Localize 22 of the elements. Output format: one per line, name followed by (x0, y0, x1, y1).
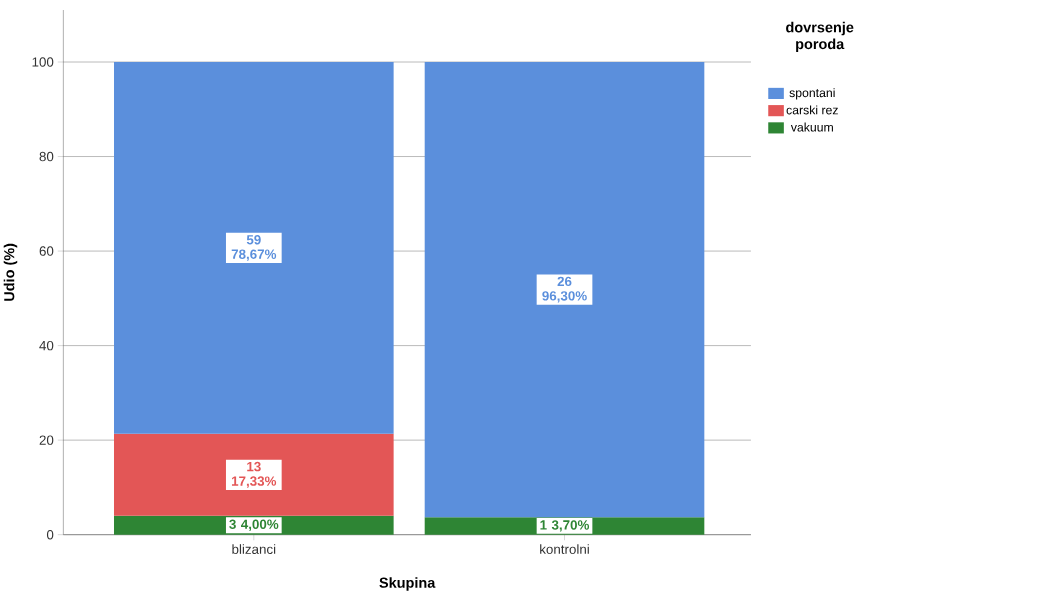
bar (114, 62, 394, 434)
x-axis-title: Skupina (379, 577, 436, 591)
legend-label: carski rez (786, 105, 838, 115)
legend-label: vakuum (790, 122, 833, 132)
data-label: 26 96,30% (542, 276, 587, 303)
data-label: 1 3,70% (540, 520, 590, 532)
y-tick-label: 40 (39, 340, 54, 351)
y-tick-label: 0 (46, 529, 54, 540)
x-tick-label: blizanci (232, 544, 276, 554)
y-tick-label: 60 (39, 246, 54, 256)
bar (424, 62, 705, 518)
y-tick-label: 80 (39, 151, 54, 162)
data-label: 13 17,33% (231, 461, 277, 488)
bar (114, 433, 394, 516)
data-label: 59 78,67% (231, 234, 277, 261)
x-tick-label: kontrolni (540, 544, 589, 554)
legend-label: spontani (789, 88, 835, 100)
y-tick-label: 100 (32, 57, 54, 67)
y-axis-title: Udio (%) (3, 243, 18, 301)
data-label: 3 4,00% (229, 519, 279, 531)
legend-title: dovrsenje poroda (786, 21, 854, 53)
y-tick-label: 20 (39, 435, 54, 445)
